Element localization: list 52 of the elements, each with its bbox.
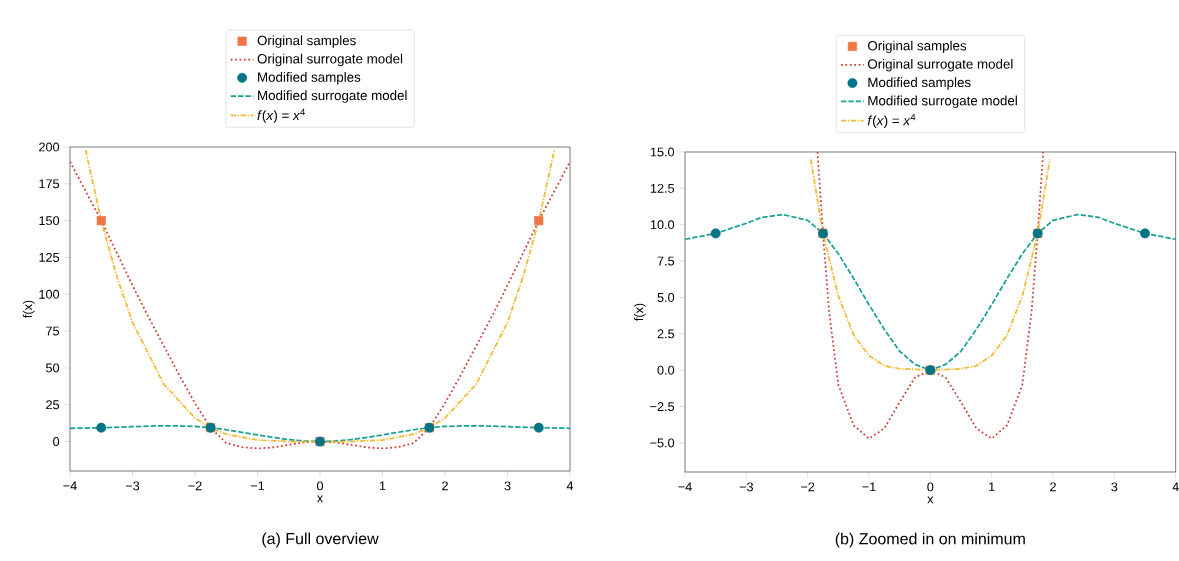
y-tick-label: 175 [39,179,60,189]
legend-label: f(x) = x$^{4}$ [867,113,916,128]
x-tick-label: −4 [63,481,77,491]
legend-label: Original samples [867,40,967,54]
legend-label: Modified surrogate model [868,95,1017,109]
y-tick-label: 25 [46,400,60,410]
legend-label: Original surrogate model [257,53,403,67]
y-tick-label: 12.5 [650,183,675,193]
x-tick-label: −1 [862,482,876,492]
y-tick-label: −2.5 [650,402,675,412]
x-tick-label: −1 [250,481,265,491]
x-tick-label: −2 [188,481,202,491]
x-tick-label: 2 [442,481,448,491]
x-tick-label: 3 [1111,482,1118,492]
y-axis-title: f(x) [633,303,646,321]
x-tick-label: 4 [566,481,574,491]
y-tick-label: 75 [46,326,60,336]
text: (b) Zoomed in on minimum [835,532,1025,548]
x-tick-label: −3 [739,482,753,492]
y-tick-label: 150 [39,216,60,226]
x-tick-label: 0 [927,482,934,492]
text: (a) Full overview [262,532,379,548]
y-tick-label: 7.5 [657,256,675,266]
y-tick-label: −5.0 [650,438,675,448]
x-axis-title: x [316,495,324,503]
y-tick-label: 125 [39,252,60,262]
x-tick-label: −2 [801,482,815,492]
x-tick-label: 1 [379,481,386,491]
y-tick-label: 200 [39,142,60,152]
legend-label: Original surrogate model [867,58,1013,72]
legend-label: Original samples [257,35,356,48]
y-tick-label: 10.0 [650,220,675,230]
legend-label: Modified samples [258,72,361,85]
x-tick-label: 3 [504,481,511,491]
y-tick-label: 50 [46,363,60,373]
y-tick-label: 100 [39,289,60,299]
y-tick-label: 5.0 [657,292,675,302]
y-tick-label: 2.5 [657,329,675,339]
y-axis-title: f(x) [22,300,35,318]
x-tick-label: −3 [125,481,140,491]
y-tick-label: 0 [53,437,60,447]
x-tick-label: 4 [1172,482,1179,492]
y-tick-label: 0.0 [657,365,675,375]
x-tick-label: 2 [1050,482,1056,492]
legend-label: f(x) = x$^{4}$ [257,108,305,123]
x-tick-label: 1 [989,482,995,492]
x-tick-label: 0 [316,481,324,491]
x-axis-title: x [927,496,934,504]
legend-label: Modified surrogate model [258,90,407,103]
y-tick-label: 15.0 [650,147,675,157]
legend-label: Modified samples [868,77,971,90]
x-tick-label: −4 [678,482,692,492]
